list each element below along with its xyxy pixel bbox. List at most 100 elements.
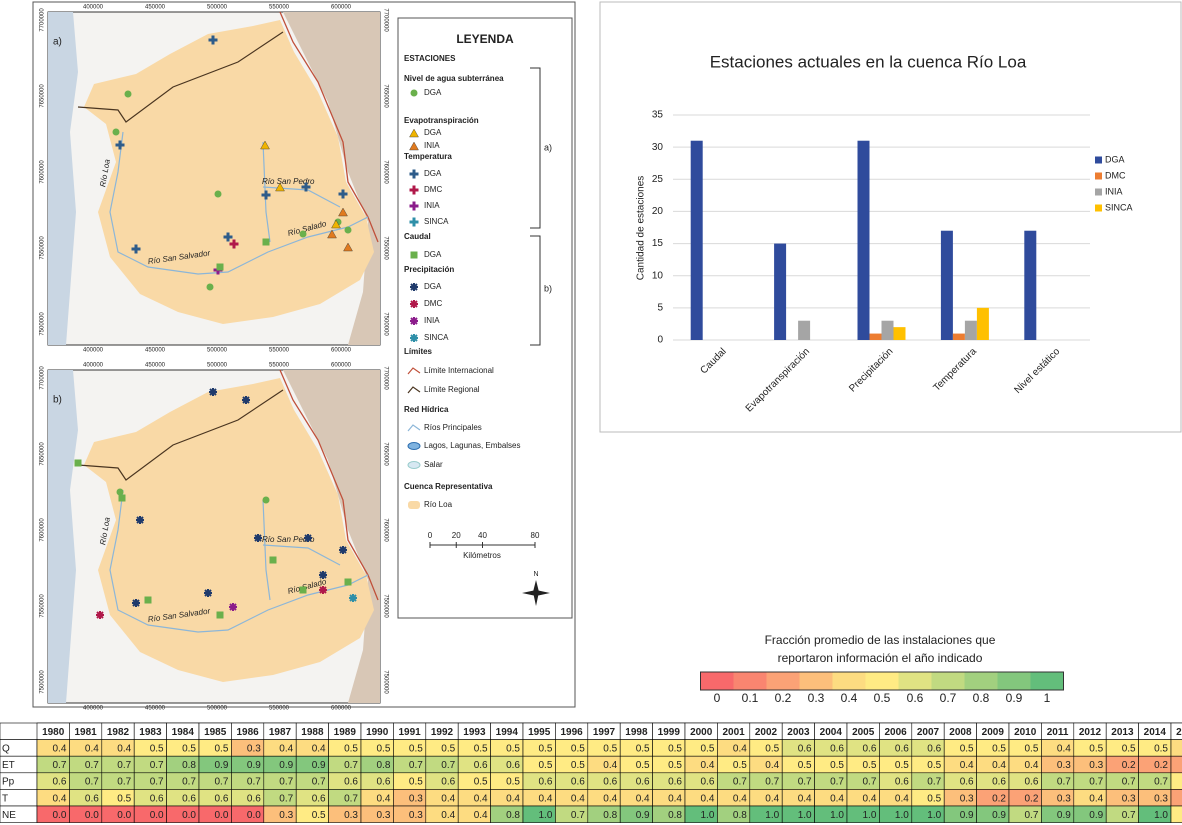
cell-value: 0.4 [474,793,488,804]
cell-value: 1.0 [1154,810,1168,821]
legend-symbol [409,185,419,195]
station-marker [216,263,224,271]
cell-value: 0.6 [182,793,196,804]
scale-swatch [799,672,833,690]
cell-value: 0.4 [636,793,650,804]
y-axis-title: Cantidad de estaciones [636,176,647,281]
y-coord-label: 7700000 [382,366,388,390]
header-year: 2009 [982,727,1005,738]
cell-value: 0.5 [441,744,455,755]
station-marker [275,182,285,192]
bracket-label: b) [544,283,552,293]
header-year: 1986 [236,727,259,738]
station-marker [349,594,357,602]
cell-value: 0.6 [700,777,714,788]
cell-value: 0.7 [117,760,131,771]
cell-value: 0.6 [247,793,261,804]
station-marker [204,589,212,597]
cell-value: 0.3 [1057,793,1071,804]
cell-value: 0.5 [830,760,844,771]
bar [690,140,703,340]
cell-value: 0.5 [636,760,650,771]
panel-label: b) [53,395,62,406]
cell-value: 0.4 [571,793,585,804]
cell-value: 0.5 [668,760,682,771]
legend-label: DMC [1105,170,1126,180]
header-year: 2008 [949,727,972,738]
cell-value: 0.5 [1154,744,1168,755]
bar [857,140,870,340]
cell-value: 0.9 [992,810,1006,821]
station-marker [124,90,132,98]
x-coord-label: 500000 [207,706,228,712]
cell-value: 0.8 [603,810,617,821]
cell-value: 0.6 [830,744,844,755]
legend-swatch [1095,204,1102,212]
x-coord-label: 400000 [83,5,104,11]
cell-value: 0.6 [992,777,1006,788]
header-year: 1998 [625,727,648,738]
header-year: 1981 [74,727,97,738]
cell-value: 0.6 [150,793,164,804]
station-marker [136,516,144,524]
legend-symbol [407,424,421,432]
scale-swatch [964,672,998,690]
cell-value: 0.4 [441,793,455,804]
header-year: 2013 [1111,727,1134,738]
scale-label: 20 [452,531,461,540]
legend-item: Salar [424,460,443,469]
cell-value: 0.3 [409,793,423,804]
x-coord-label: 450000 [145,706,166,712]
cell-value: 0.4 [1089,793,1103,804]
legend-symbol [407,461,421,469]
cell-value: 0.5 [474,777,488,788]
header-year: 2001 [722,727,745,738]
legend-heading: Precipitación [404,265,454,274]
cell-value: 0.3 [1057,760,1071,771]
legend-item: INIA [424,141,440,150]
cell-value: 0.7 [1089,777,1103,788]
cell-value: 0.6 [344,777,358,788]
header-year: 1984 [172,727,195,738]
cell-value: 0.3 [960,793,974,804]
bracket [530,235,541,346]
legend-heading: Caudal [404,232,431,241]
x-coord-label: 450000 [145,348,166,354]
cell-value: 0.6 [571,777,585,788]
header-year: 1997 [593,727,616,738]
cell-value: 0.3 [376,810,390,821]
cell-value: 0.6 [862,744,876,755]
y-coord-label: 7550000 [40,594,46,618]
station-marker [338,207,348,217]
cell-value: 0.7 [182,777,196,788]
scale-label: 80 [531,531,540,540]
legend-item: Límite Internacional [424,366,494,375]
header-year: 1992 [431,727,454,738]
legend-swatch [1095,156,1102,164]
y-tick-label: 25 [652,174,664,185]
cell-value: 0.4 [52,793,66,804]
legend-item: Río Loa [424,500,453,509]
legend-item: DGA [424,128,442,137]
cell-value: 0.5 [538,744,552,755]
cell-value: 0.3 [247,744,261,755]
header-year: 1995 [528,727,551,738]
header-year: 2000 [690,727,713,738]
y-coord-label: 7700000 [40,366,46,390]
cell-value: 0.5 [214,744,228,755]
legend-symbol [409,169,419,179]
legend-heading: Cuenca Representativa [404,482,493,491]
station-marker [206,283,214,291]
scale-tick-label: 0.9 [1006,691,1023,705]
y-tick-label: 5 [657,302,663,313]
cell-value: 0.7 [862,777,876,788]
header-year: 1987 [269,727,292,738]
cell-value: 0.7 [765,777,779,788]
legend-symbol [409,201,419,211]
header-year: 2006 [884,727,907,738]
y-coord-label: 7550000 [382,594,388,618]
cell-value: 0.4 [733,744,747,755]
station-marker [338,189,348,199]
